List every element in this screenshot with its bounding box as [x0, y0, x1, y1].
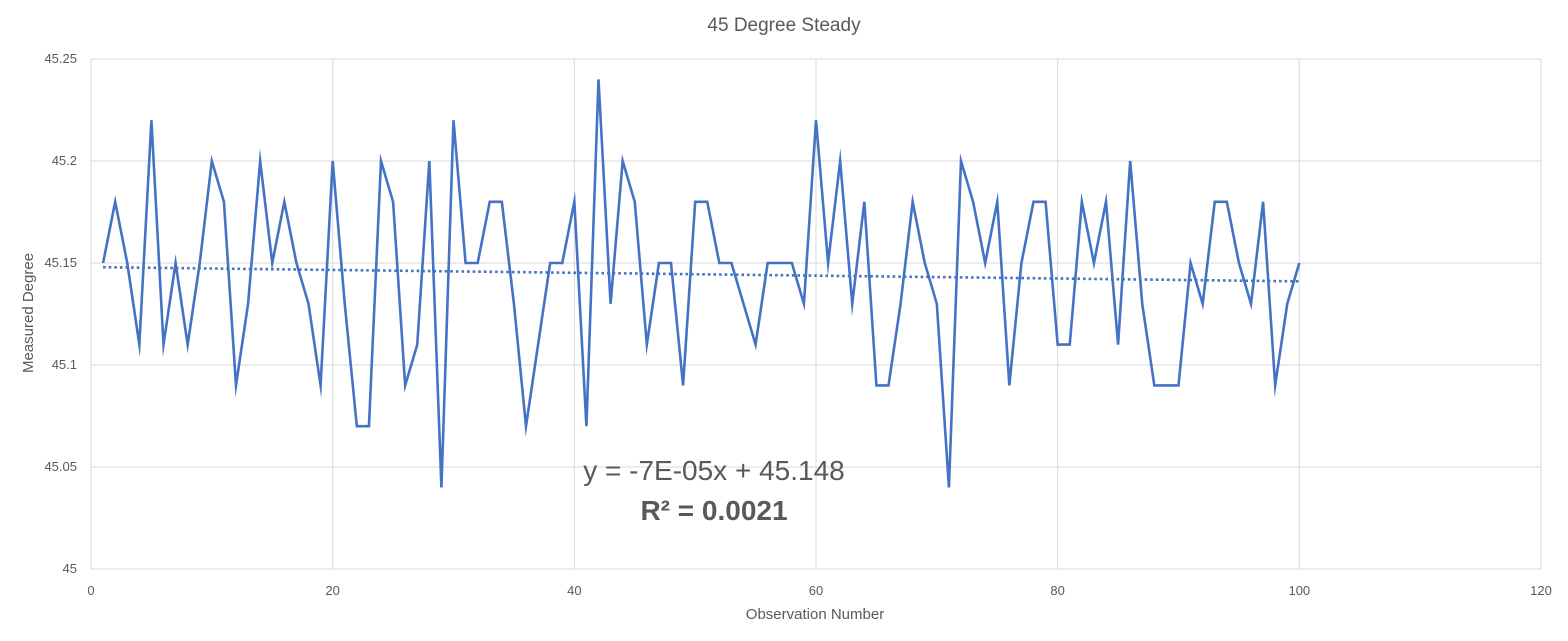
x-tick-label: 60: [809, 583, 823, 598]
y-tick-label: 45.25: [44, 51, 77, 66]
y-tick-label: 45.05: [44, 459, 77, 474]
y-tick-label: 45.15: [44, 255, 77, 270]
y-tick-labels: 45 45.05 45.1 45.15 45.2 45.25: [44, 51, 77, 576]
trendline-equation: y = -7E-05x + 45.148: [583, 455, 845, 486]
x-tick-label: 120: [1530, 583, 1552, 598]
gridlines: [90, 58, 1542, 570]
chart-title: 45 Degree Steady: [707, 15, 861, 36]
y-tick-label: 45.2: [52, 153, 77, 168]
x-tick-labels: 0 20 40 60 80 100 120: [87, 583, 1551, 598]
x-tick-label: 40: [567, 583, 581, 598]
x-tick-label: 20: [325, 583, 339, 598]
x-axis-title: Observation Number: [746, 606, 884, 623]
x-tick-label: 80: [1050, 583, 1064, 598]
series-line: [101, 79, 1301, 488]
trendline: [103, 265, 1300, 283]
r-squared-label: R² = 0.0021: [640, 495, 787, 526]
trendline-line: [103, 265, 1300, 283]
data-series: [101, 79, 1301, 488]
x-tick-label: 0: [87, 583, 94, 598]
y-tick-label: 45: [63, 561, 77, 576]
y-axis-title: Measured Degree: [20, 253, 37, 373]
y-tick-label: 45.1: [52, 357, 77, 372]
x-tick-label: 100: [1288, 583, 1310, 598]
